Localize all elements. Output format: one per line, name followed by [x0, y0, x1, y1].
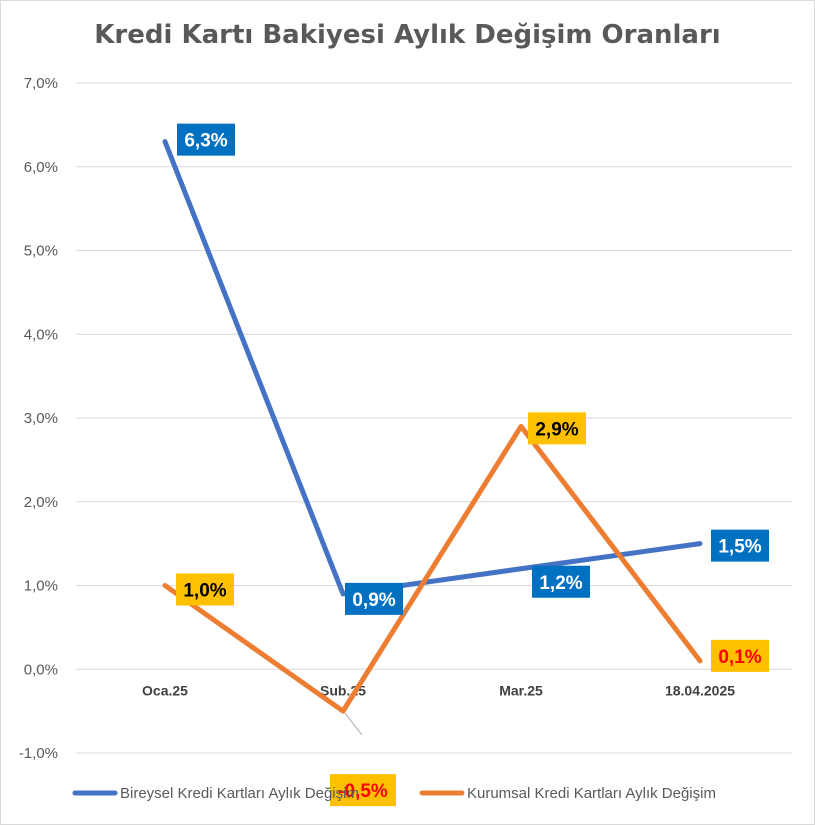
legend-label: Bireysel Kredi Kartları Aylık Değişim	[120, 785, 359, 802]
y-tick-label: -1,0%	[19, 745, 58, 762]
x-tick-label: 18.04.2025	[665, 682, 735, 698]
x-axis-ticks: Oca.25 Şub.25 Mar.25 18.04.2025	[142, 682, 735, 698]
data-label-box	[528, 412, 586, 445]
data-label: 0,1%	[718, 647, 761, 668]
data-label-box	[177, 123, 235, 156]
series-line-bireysel	[162, 139, 703, 597]
chart-title: Kredi Kartı Bakiyesi Aylık Değişim Oranl…	[94, 20, 721, 50]
y-tick-label: 4,0%	[24, 326, 58, 343]
y-tick-label: 5,0%	[24, 243, 58, 260]
data-label: 1,2%	[539, 573, 582, 594]
data-label: 0,9%	[352, 590, 395, 611]
data-label: -0,5%	[338, 781, 388, 802]
data-label: 1,0%	[183, 581, 226, 602]
data-label: 1,5%	[718, 537, 761, 558]
data-label-box	[711, 639, 769, 672]
data-label-box	[330, 774, 396, 807]
data-label: 2,9%	[535, 419, 578, 440]
x-tick-label: Mar.25	[499, 682, 543, 698]
data-label-box	[345, 582, 403, 615]
gridlines	[76, 82, 792, 754]
y-tick-label: 0,0%	[24, 661, 58, 678]
series-line-kurumsal	[162, 423, 703, 714]
legend: Bireysel Kredi Kartları Aylık Değişim Kur…	[72, 785, 716, 802]
data-label: 6,3%	[184, 131, 227, 152]
data-label-box	[176, 573, 234, 606]
label-leader-line	[344, 712, 363, 736]
y-axis-ticks: -1,0% 0,0% 1,0% 2,0% 3,0% 4,0% 5,0% 6,0% 7,0%	[19, 75, 58, 762]
data-labels: 6,3% 0,9% 1,2% 1,5% 1,0% -0,5% 2,9% 0,1%	[176, 123, 769, 807]
y-tick-label: 6,0%	[24, 159, 58, 176]
data-label-box	[711, 529, 769, 562]
legend-label: Kurumsal Kredi Kartları Aylık Değişim	[467, 785, 716, 802]
y-tick-label: 3,0%	[24, 410, 58, 427]
y-tick-label: 7,0%	[24, 75, 58, 92]
data-label-box	[532, 565, 590, 598]
series-lines	[162, 139, 703, 736]
y-tick-label: 2,0%	[24, 494, 58, 511]
y-tick-label: 1,0%	[24, 578, 58, 595]
x-tick-label: Oca.25	[142, 682, 188, 698]
